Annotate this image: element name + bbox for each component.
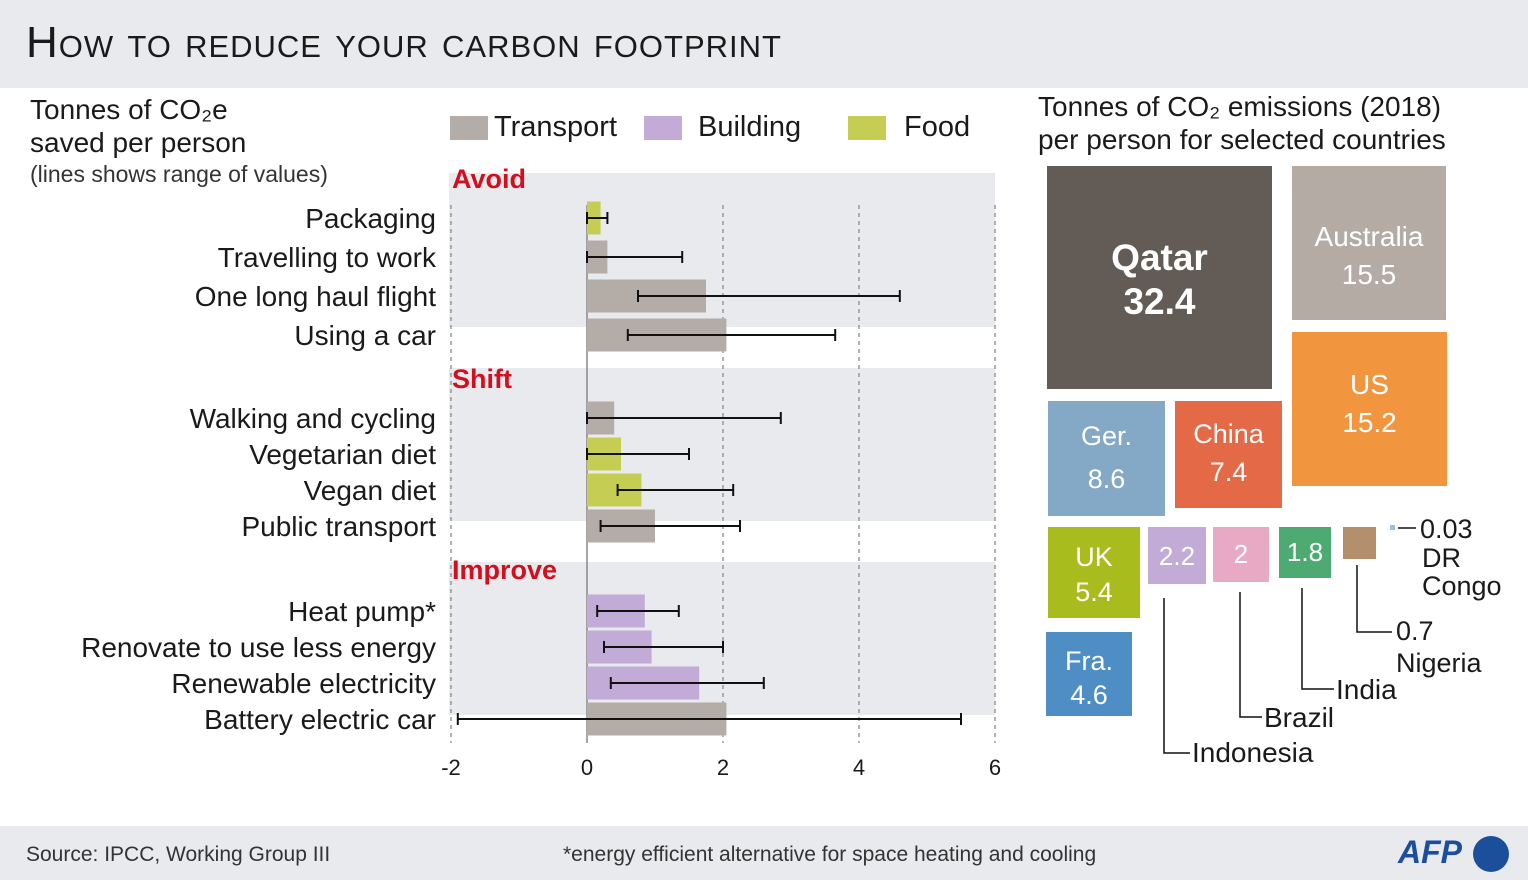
treemap-name-label: China <box>1193 419 1265 449</box>
right-chart-heading: Tonnes of CO₂ emissions (2018) per perso… <box>1038 90 1446 156</box>
afp-logo-dot <box>1473 836 1509 872</box>
legend-swatch-transport <box>450 116 488 140</box>
treemap-name-label: US <box>1350 369 1389 400</box>
treemap-value-label: 15.5 <box>1342 259 1397 290</box>
treemap-name-label: UK <box>1075 542 1113 572</box>
category-label: Packaging <box>305 203 436 234</box>
group-label: Improve <box>452 555 557 585</box>
category-label: Battery electric car <box>204 704 436 735</box>
treemap-value-label: 0.03 <box>1420 514 1473 544</box>
category-label: Heat pump* <box>288 596 436 627</box>
treemap-cell <box>1292 332 1447 486</box>
treemap-name-label: Qatar <box>1111 237 1208 278</box>
x-tick-label: 0 <box>581 755 593 780</box>
source-note: Source: IPCC, Working Group III <box>26 843 331 866</box>
leader-indonesia <box>1163 598 1190 754</box>
category-label: Travelling to work <box>218 242 437 273</box>
group-band-1 <box>449 368 995 521</box>
treemap-name-label: India <box>1336 674 1397 705</box>
afp-logo-text: AFP <box>1398 834 1462 870</box>
legend-label-building: Building <box>698 111 802 143</box>
treemap-value-label: 1.8 <box>1287 537 1323 567</box>
treemap-cell <box>1213 527 1269 582</box>
footer: Source: IPCC, Working Group III *energy … <box>0 826 1528 880</box>
category-label: One long haul flight <box>195 281 437 312</box>
category-label: Renovate to use less energy <box>81 632 436 663</box>
right-heading-line2: per person for selected countries <box>1038 124 1446 155</box>
page-title: How to reduce your carbon footprint <box>26 18 782 67</box>
treemap-value-label: 8.6 <box>1088 464 1126 494</box>
treemap-value-label: 0.7 <box>1396 616 1434 646</box>
treemap-name-label: Indonesia <box>1192 737 1314 768</box>
treemap-name-label: Fra. <box>1065 646 1113 676</box>
treemap-name-label: Brazil <box>1264 702 1334 733</box>
category-label: Vegetarian diet <box>249 439 436 470</box>
treemap-cell <box>1148 527 1206 584</box>
treemap-cell <box>1048 527 1140 618</box>
treemap-cell <box>1047 166 1272 389</box>
treemap-name-label: DR <box>1422 543 1461 573</box>
treemap-value-label: 5.4 <box>1075 577 1113 607</box>
treemap-name-label: Ger. <box>1081 421 1132 451</box>
leader-nigeria <box>1356 565 1392 633</box>
treemap-value-label: 7.4 <box>1210 457 1248 487</box>
treemap-value-label: 2 <box>1234 539 1248 569</box>
footnote: *energy efficient alternative for space … <box>563 843 1097 866</box>
treemap-value-label: 4.6 <box>1070 680 1108 710</box>
treemap-name-label: Nigeria <box>1396 648 1483 678</box>
leader-brazil <box>1239 592 1262 718</box>
treemap-cell <box>1390 525 1395 530</box>
footprint-bar-chart: -2 0 2 4 6 Avoid Packaging Travelling to work On… <box>81 164 1001 780</box>
group-band-2 <box>449 562 995 715</box>
legend-swatch-building <box>644 116 682 140</box>
x-tick-label: -2 <box>441 755 461 780</box>
legend-label-transport: Transport <box>494 111 618 143</box>
group-label: Shift <box>452 364 512 394</box>
treemap-cell <box>1279 527 1331 578</box>
legend-label-food: Food <box>904 111 971 143</box>
treemap-value-label: 2.2 <box>1159 541 1195 571</box>
left-heading-note: (lines shows range of values) <box>30 161 328 187</box>
right-heading-line1: Tonnes of CO₂ emissions (2018) <box>1038 91 1442 122</box>
left-heading-line1: Tonnes of CO₂e <box>30 94 228 125</box>
category-label: Renewable electricity <box>171 668 436 699</box>
treemap-cell <box>1292 166 1446 320</box>
category-label: Vegan diet <box>304 475 437 506</box>
treemap-cell <box>1343 527 1376 559</box>
treemap-cell <box>1048 401 1165 516</box>
x-tick-label: 6 <box>989 755 1001 780</box>
x-tick-label: 2 <box>717 755 729 780</box>
left-heading-line2: saved per person <box>30 127 247 158</box>
leader-india <box>1301 588 1334 690</box>
treemap-cell <box>1175 401 1282 508</box>
treemap-name-label: Australia <box>1315 221 1424 252</box>
left-chart-heading: Tonnes of CO₂e saved per person (lines s… <box>30 93 328 189</box>
treemap-value-label: 15.2 <box>1342 407 1397 438</box>
treemap-name-label: Congo <box>1422 571 1502 601</box>
header: How to reduce your carbon footprint <box>0 0 1528 88</box>
x-tick-label: 4 <box>853 755 865 780</box>
legend-swatch-food <box>848 116 886 140</box>
treemap-cell <box>1046 632 1132 716</box>
treemap-value-label: 32.4 <box>1123 281 1195 322</box>
category-label: Walking and cycling <box>190 403 436 434</box>
category-label: Using a car <box>294 320 436 351</box>
group-label: Avoid <box>452 164 526 194</box>
category-label: Public transport <box>241 511 436 542</box>
group-band-0 <box>449 173 995 327</box>
